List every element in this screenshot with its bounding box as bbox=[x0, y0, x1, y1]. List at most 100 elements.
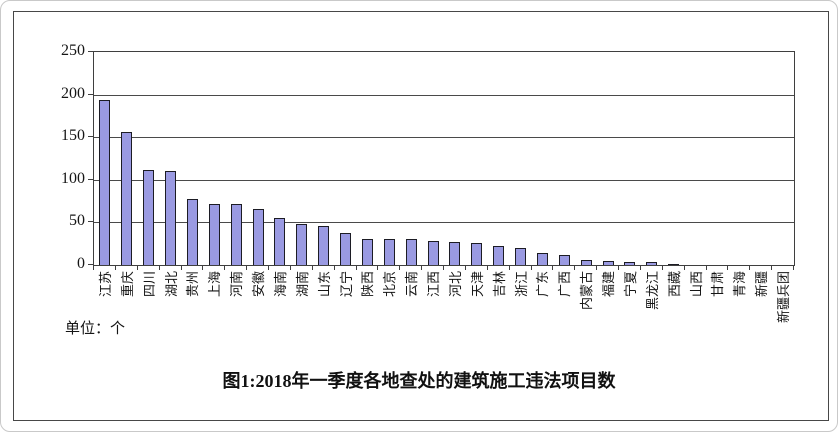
x-axis-tick bbox=[771, 265, 773, 270]
gridline bbox=[94, 137, 794, 139]
x-axis-label: 湖南 bbox=[294, 271, 310, 298]
x-axis-label: 河南 bbox=[229, 271, 245, 298]
x-axis-tick bbox=[727, 265, 729, 270]
x-axis-tick bbox=[705, 265, 707, 270]
bar bbox=[383, 239, 395, 265]
x-axis-label: 江西 bbox=[426, 271, 442, 298]
x-axis-label: 广东 bbox=[535, 271, 551, 298]
x-axis-tick bbox=[158, 265, 160, 270]
x-axis-label: 重庆 bbox=[119, 271, 135, 298]
x-axis-label: 河北 bbox=[447, 271, 463, 298]
bar bbox=[252, 209, 264, 265]
bar bbox=[165, 171, 177, 265]
gridline bbox=[94, 94, 794, 96]
chart-title: 图1:2018年一季度各地查处的建筑施工违法项目数 bbox=[222, 371, 616, 391]
x-axis-label: 内蒙古 bbox=[579, 271, 595, 311]
x-axis-tick bbox=[399, 265, 401, 270]
x-axis-label: 西藏 bbox=[666, 271, 682, 298]
x-axis-tick bbox=[464, 265, 466, 270]
bar bbox=[208, 204, 220, 265]
x-axis-tick bbox=[618, 265, 619, 270]
x-axis-label: 上海 bbox=[207, 271, 223, 298]
x-axis-tick bbox=[246, 265, 248, 270]
x-axis-label: 新疆兵团 bbox=[776, 271, 792, 324]
y-axis-label: 50 bbox=[69, 212, 85, 230]
x-axis-tick bbox=[574, 265, 576, 270]
bar bbox=[646, 262, 658, 265]
gridline bbox=[94, 222, 794, 224]
y-axis-tick bbox=[88, 136, 93, 138]
y-axis-label: 0 bbox=[77, 255, 85, 272]
x-axis-label: 青海 bbox=[732, 271, 748, 298]
x-axis-label: 福建 bbox=[601, 271, 617, 298]
x-axis-label: 贵州 bbox=[185, 271, 201, 298]
x-axis-label: 四川 bbox=[141, 271, 157, 298]
x-axis-tick bbox=[683, 265, 685, 270]
x-axis-tick bbox=[114, 265, 116, 270]
x-axis-tick bbox=[793, 265, 794, 270]
x-axis-label: 广西 bbox=[557, 271, 573, 298]
y-axis-tick bbox=[88, 221, 93, 223]
x-axis-label: 天津 bbox=[469, 271, 485, 298]
bar bbox=[318, 226, 330, 265]
x-axis-tick bbox=[333, 265, 335, 270]
bar bbox=[536, 253, 548, 265]
bar bbox=[493, 246, 505, 265]
x-axis-label: 北京 bbox=[382, 271, 398, 298]
y-axis-tick bbox=[88, 93, 93, 95]
x-axis-label: 安徽 bbox=[251, 271, 267, 298]
x-axis-label: 辽宁 bbox=[338, 271, 354, 298]
bar bbox=[602, 261, 614, 265]
bar bbox=[143, 170, 155, 265]
bar bbox=[580, 260, 592, 265]
x-axis-tick bbox=[355, 265, 357, 270]
x-axis-label: 新疆 bbox=[754, 271, 770, 298]
plot-area bbox=[93, 51, 795, 266]
x-axis-label: 山西 bbox=[688, 271, 704, 298]
y-axis-tick bbox=[88, 264, 93, 265]
x-axis-label: 浙江 bbox=[513, 271, 529, 298]
y-axis-label: 250 bbox=[61, 42, 85, 59]
x-axis-tick bbox=[421, 265, 423, 270]
x-axis-tick bbox=[377, 265, 379, 270]
x-axis-label: 山东 bbox=[316, 271, 332, 298]
bar bbox=[405, 239, 417, 265]
bar bbox=[668, 264, 680, 265]
x-axis-label: 海南 bbox=[272, 271, 288, 298]
bar bbox=[340, 233, 352, 265]
y-axis-label: 150 bbox=[61, 127, 85, 145]
x-axis-label: 宁夏 bbox=[622, 271, 638, 298]
x-axis-label: 云南 bbox=[404, 271, 420, 298]
x-axis-tick bbox=[268, 265, 269, 270]
x-axis-label: 陕西 bbox=[360, 271, 376, 298]
y-axis-label: 100 bbox=[61, 169, 85, 187]
x-axis-tick bbox=[443, 265, 444, 270]
x-axis-tick bbox=[311, 265, 313, 270]
bar bbox=[121, 132, 133, 265]
gridline bbox=[94, 179, 794, 181]
x-axis-label: 江苏 bbox=[97, 271, 113, 298]
x-axis-tick bbox=[289, 265, 291, 270]
x-axis-tick bbox=[224, 265, 226, 270]
y-axis-label: 200 bbox=[61, 84, 85, 102]
x-axis-tick bbox=[93, 265, 94, 270]
x-axis-tick bbox=[530, 265, 532, 270]
x-axis-label: 甘肃 bbox=[710, 271, 726, 298]
x-axis-tick bbox=[486, 265, 488, 270]
bar bbox=[515, 248, 527, 265]
bar bbox=[361, 239, 373, 265]
x-axis-tick bbox=[508, 265, 510, 270]
x-axis-tick bbox=[749, 265, 751, 270]
bar bbox=[296, 224, 308, 265]
bar bbox=[186, 199, 198, 265]
unit-label: 单位：个 bbox=[65, 321, 126, 337]
x-axis-tick bbox=[639, 265, 641, 270]
x-axis-tick bbox=[552, 265, 554, 270]
bar bbox=[274, 218, 286, 265]
x-axis-tick bbox=[180, 265, 182, 270]
bar bbox=[449, 242, 461, 265]
x-axis-label: 黑龙江 bbox=[644, 271, 660, 311]
y-axis-tick bbox=[88, 178, 93, 180]
x-axis-tick bbox=[596, 265, 598, 270]
